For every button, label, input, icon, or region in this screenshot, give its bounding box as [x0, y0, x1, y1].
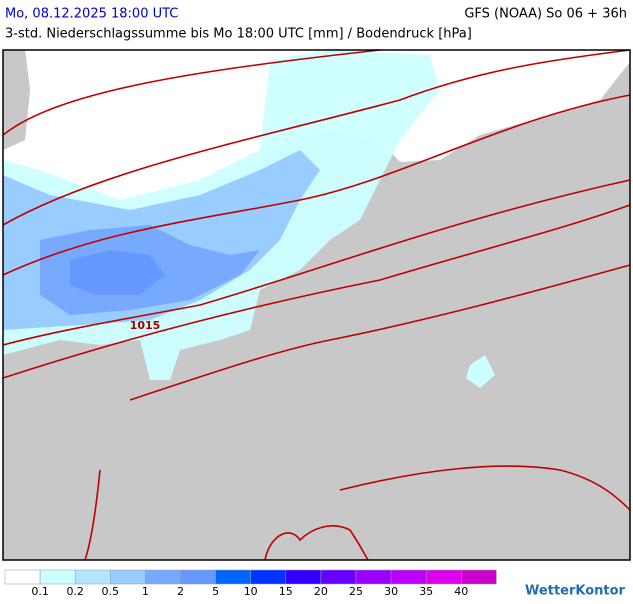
legend-swatch — [285, 569, 322, 585]
legend-label: 35 — [419, 585, 433, 598]
legend-swatch — [320, 569, 357, 585]
map-title: Mo, 08.12.2025 18:00 UTC — [5, 7, 178, 22]
legend-label: 5 — [212, 585, 219, 598]
map-subtitle: 3-std. Niederschlagssumme bis Mo 18:00 U… — [5, 27, 472, 42]
precip-spot — [466, 355, 495, 388]
model-info: GFS (NOAA) So 06 + 36h — [464, 7, 627, 22]
isobar-label: 1015 — [130, 319, 161, 332]
legend-swatch — [110, 569, 146, 585]
legend-swatch — [250, 569, 287, 585]
isobar — [339, 465, 631, 511]
legend-label: 30 — [384, 585, 398, 598]
legend-label: 1 — [142, 585, 149, 598]
precip-5 — [70, 250, 165, 295]
legend-swatch — [180, 569, 216, 585]
legend-label: 15 — [279, 585, 293, 598]
isobar — [264, 525, 369, 561]
legend: 0.1 0.2 0.5 1 2 5 10 15 20 25 30 35 40 — [4, 569, 497, 598]
legend-swatch — [39, 569, 76, 585]
legend-label: 0.2 — [66, 585, 84, 598]
legend-swatch — [461, 569, 497, 585]
legend-label: 2 — [177, 585, 184, 598]
legend-swatch — [425, 569, 462, 585]
legend-swatch — [355, 569, 392, 585]
isobars — [2, 49, 631, 561]
isobar — [2, 49, 631, 226]
map-area: 1015 — [2, 49, 631, 561]
isobar — [129, 264, 631, 401]
isobar — [2, 179, 631, 346]
isobar — [2, 94, 631, 276]
isobar — [84, 469, 101, 561]
legend-label: 20 — [314, 585, 328, 598]
legend-label: 0.1 — [31, 585, 49, 598]
legend-swatch — [4, 569, 41, 585]
isobar — [2, 204, 631, 379]
legend-swatch — [74, 569, 111, 585]
legend-swatch — [390, 569, 427, 585]
isobar — [2, 49, 381, 136]
brand-logo: WetterKontor — [525, 584, 626, 599]
legend-swatch — [145, 569, 181, 585]
legend-swatch — [215, 569, 251, 585]
land-uk — [3, 50, 30, 150]
legend-label: 0.5 — [102, 585, 120, 598]
legend-label: 10 — [244, 585, 258, 598]
map-frame — [2, 49, 631, 561]
legend-label: 25 — [349, 585, 363, 598]
legend-label: 40 — [454, 585, 468, 598]
